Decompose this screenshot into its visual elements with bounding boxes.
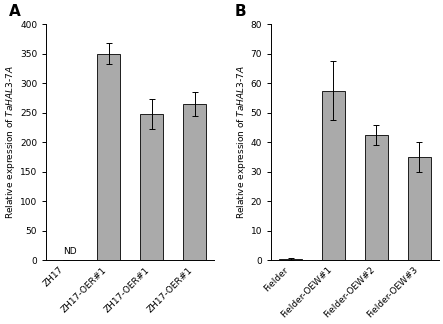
- Y-axis label: Relative expression of $\mathit{TaHAL3}$-$\mathit{7A}$: Relative expression of $\mathit{TaHAL3}$…: [4, 65, 17, 219]
- Y-axis label: Relative expression of $\mathit{TaHAL3}$-$\mathit{7A}$: Relative expression of $\mathit{TaHAL3}$…: [235, 65, 248, 219]
- Text: A: A: [9, 5, 21, 19]
- Bar: [279, 259, 302, 260]
- Bar: [97, 54, 120, 260]
- Bar: [408, 157, 431, 260]
- Bar: [322, 91, 345, 260]
- Bar: [140, 114, 163, 260]
- Text: B: B: [234, 5, 246, 19]
- Bar: [365, 135, 388, 260]
- Bar: [183, 104, 206, 260]
- Text: ND: ND: [63, 247, 77, 256]
